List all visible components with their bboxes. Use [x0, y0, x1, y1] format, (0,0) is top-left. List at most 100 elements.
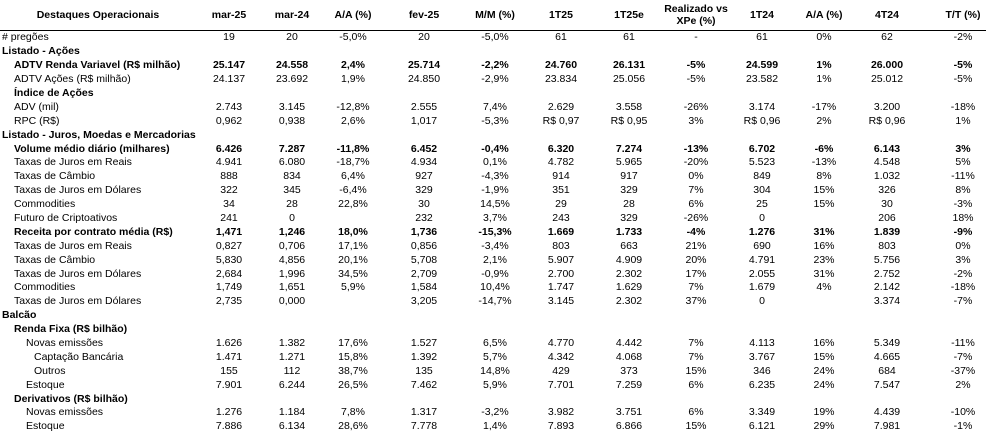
cell-value: -0,9%	[481, 267, 509, 280]
cell-value: 3.558	[615, 100, 643, 113]
cell-value: 24.137	[212, 73, 246, 86]
cell-value: 24.599	[745, 59, 779, 72]
cell-value: 28,6%	[338, 420, 368, 433]
cell-value: 2.629	[547, 100, 575, 113]
cell-value: 241	[220, 212, 238, 225]
cell-value: 2.752	[873, 267, 901, 280]
cell-value: 3%	[955, 142, 971, 155]
cell-value: 6.866	[615, 420, 643, 433]
empty-cell	[322, 128, 384, 142]
cell-value: 8%	[816, 170, 832, 183]
cell-value: 25	[756, 198, 768, 211]
cell-value: 232	[415, 212, 433, 225]
cell-value: 7,4%	[483, 100, 507, 113]
column-header: fev-25	[384, 0, 464, 31]
header-row: Destaques Operacionais mar-25 mar-24 A/A (%…	[0, 0, 986, 31]
cell-value: 1.527	[410, 337, 438, 350]
cell-value: 1.669	[547, 225, 575, 238]
cell-value: 1.629	[615, 281, 643, 294]
column-header: Destaques Operacionais	[0, 0, 196, 31]
row-label: Captação Bancária	[34, 350, 124, 363]
table-row: Captação Bancária 1.471 1.271 15,8% 1.392 5,7…	[0, 350, 986, 364]
cell-value: 62	[881, 31, 893, 44]
cell-value: 3,205	[410, 295, 438, 308]
cell-value: -5,3%	[481, 114, 509, 127]
cell-value: 25.056	[612, 73, 646, 86]
empty-cell	[794, 87, 854, 101]
cell-value: 4.909	[615, 253, 643, 266]
cell-value: 17,6%	[338, 337, 368, 350]
cell-value: 30	[881, 198, 893, 211]
table-body: # pregões 19 20 -5,0% 20 -5,0% 61 61 - 61 0% 62 -2% L…	[0, 31, 986, 434]
cell-value: 6.702	[748, 142, 776, 155]
empty-cell	[854, 392, 920, 406]
cell-value: 2.555	[410, 100, 438, 113]
cell-value: 3%	[688, 114, 704, 127]
empty-cell	[384, 309, 464, 323]
cell-value: -20%	[683, 156, 709, 169]
table-row: Balcão	[0, 309, 986, 323]
table-row: Novas emissões 1.276 1.184 7,8% 1.317 -3,2% 3.…	[0, 406, 986, 420]
cell-value: 14,8%	[480, 364, 510, 377]
cell-value: 1,749	[215, 281, 243, 294]
cell-value: -3,4%	[481, 239, 509, 252]
cell-value: -18%	[950, 281, 976, 294]
cell-value: 3.145	[547, 295, 575, 308]
row-label: ADTV Ações (R$ milhão)	[14, 73, 131, 86]
cell-value: -	[694, 31, 698, 44]
empty-cell	[464, 128, 526, 142]
cell-value: 23.582	[745, 73, 779, 86]
cell-value: 1.626	[215, 337, 243, 350]
cell-value: -9%	[953, 225, 973, 238]
row-label: Novas emissões	[26, 406, 104, 419]
cell-value: 6%	[688, 406, 704, 419]
empty-cell	[662, 309, 730, 323]
empty-cell	[596, 87, 662, 101]
cell-value: 0,827	[215, 239, 243, 252]
empty-cell	[196, 87, 262, 101]
cell-value: 2%	[955, 378, 971, 391]
empty-cell	[526, 309, 596, 323]
cell-value: 23.834	[544, 73, 578, 86]
table-row: Estoque 7.886 6.134 28,6% 7.778 1,4% 7.893 6.86…	[0, 420, 986, 434]
cell-value: 3.200	[873, 100, 901, 113]
cell-value: -5%	[686, 73, 706, 86]
cell-value: 0	[759, 212, 765, 225]
empty-cell	[262, 323, 322, 337]
empty-cell	[322, 87, 384, 101]
empty-cell	[596, 392, 662, 406]
cell-value: -3,2%	[481, 406, 509, 419]
empty-cell	[794, 392, 854, 406]
cell-value: 6%	[688, 198, 704, 211]
table-row: Futuro de Criptoativos 241 0 232 3,7% 243 329 -…	[0, 212, 986, 226]
table-row: Commodities 34 28 22,8% 30 14,5% 29 28 6% 25 15% 30…	[0, 198, 986, 212]
cell-value: 5,830	[215, 253, 243, 266]
cell-value: 849	[753, 170, 771, 183]
cell-value: 15%	[685, 420, 707, 433]
cell-value: 37%	[685, 295, 707, 308]
cell-value: 0,856	[410, 239, 438, 252]
table-row: Novas emissões 1.626 1.382 17,6% 1.527 6,5% 4.…	[0, 337, 986, 351]
empty-cell	[794, 295, 854, 309]
cell-value: 2,709	[410, 267, 438, 280]
cell-value: 7%	[688, 337, 704, 350]
table-row: Taxas de Juros em Dólares 2,735 0,000 3,205…	[0, 295, 986, 309]
cell-value: -2,2%	[481, 59, 509, 72]
empty-cell	[854, 309, 920, 323]
cell-value: 23.692	[275, 73, 309, 86]
cell-value: 4.665	[873, 350, 901, 363]
cell-value: 25.714	[407, 59, 441, 72]
cell-value: 25.012	[870, 73, 904, 86]
table-row: Outros 155 112 38,7% 135 14,8% 429 373 15% 346 24%…	[0, 364, 986, 378]
cell-value: 20	[418, 31, 430, 44]
cell-value: -2%	[953, 31, 973, 44]
cell-value: 329	[620, 184, 638, 197]
table-row: Listado - Juros, Moedas e Mercadorias	[0, 128, 986, 142]
cell-value: 14,5%	[480, 198, 510, 211]
cell-value: 2,4%	[341, 59, 365, 72]
cell-value: 1.276	[748, 225, 776, 238]
table-row: ADTV Renda Variavel (R$ milhão) 25.147 24.…	[0, 59, 986, 73]
cell-value: 2.055	[748, 267, 776, 280]
cell-value: 1.276	[215, 406, 243, 419]
cell-value: 3.349	[748, 406, 776, 419]
